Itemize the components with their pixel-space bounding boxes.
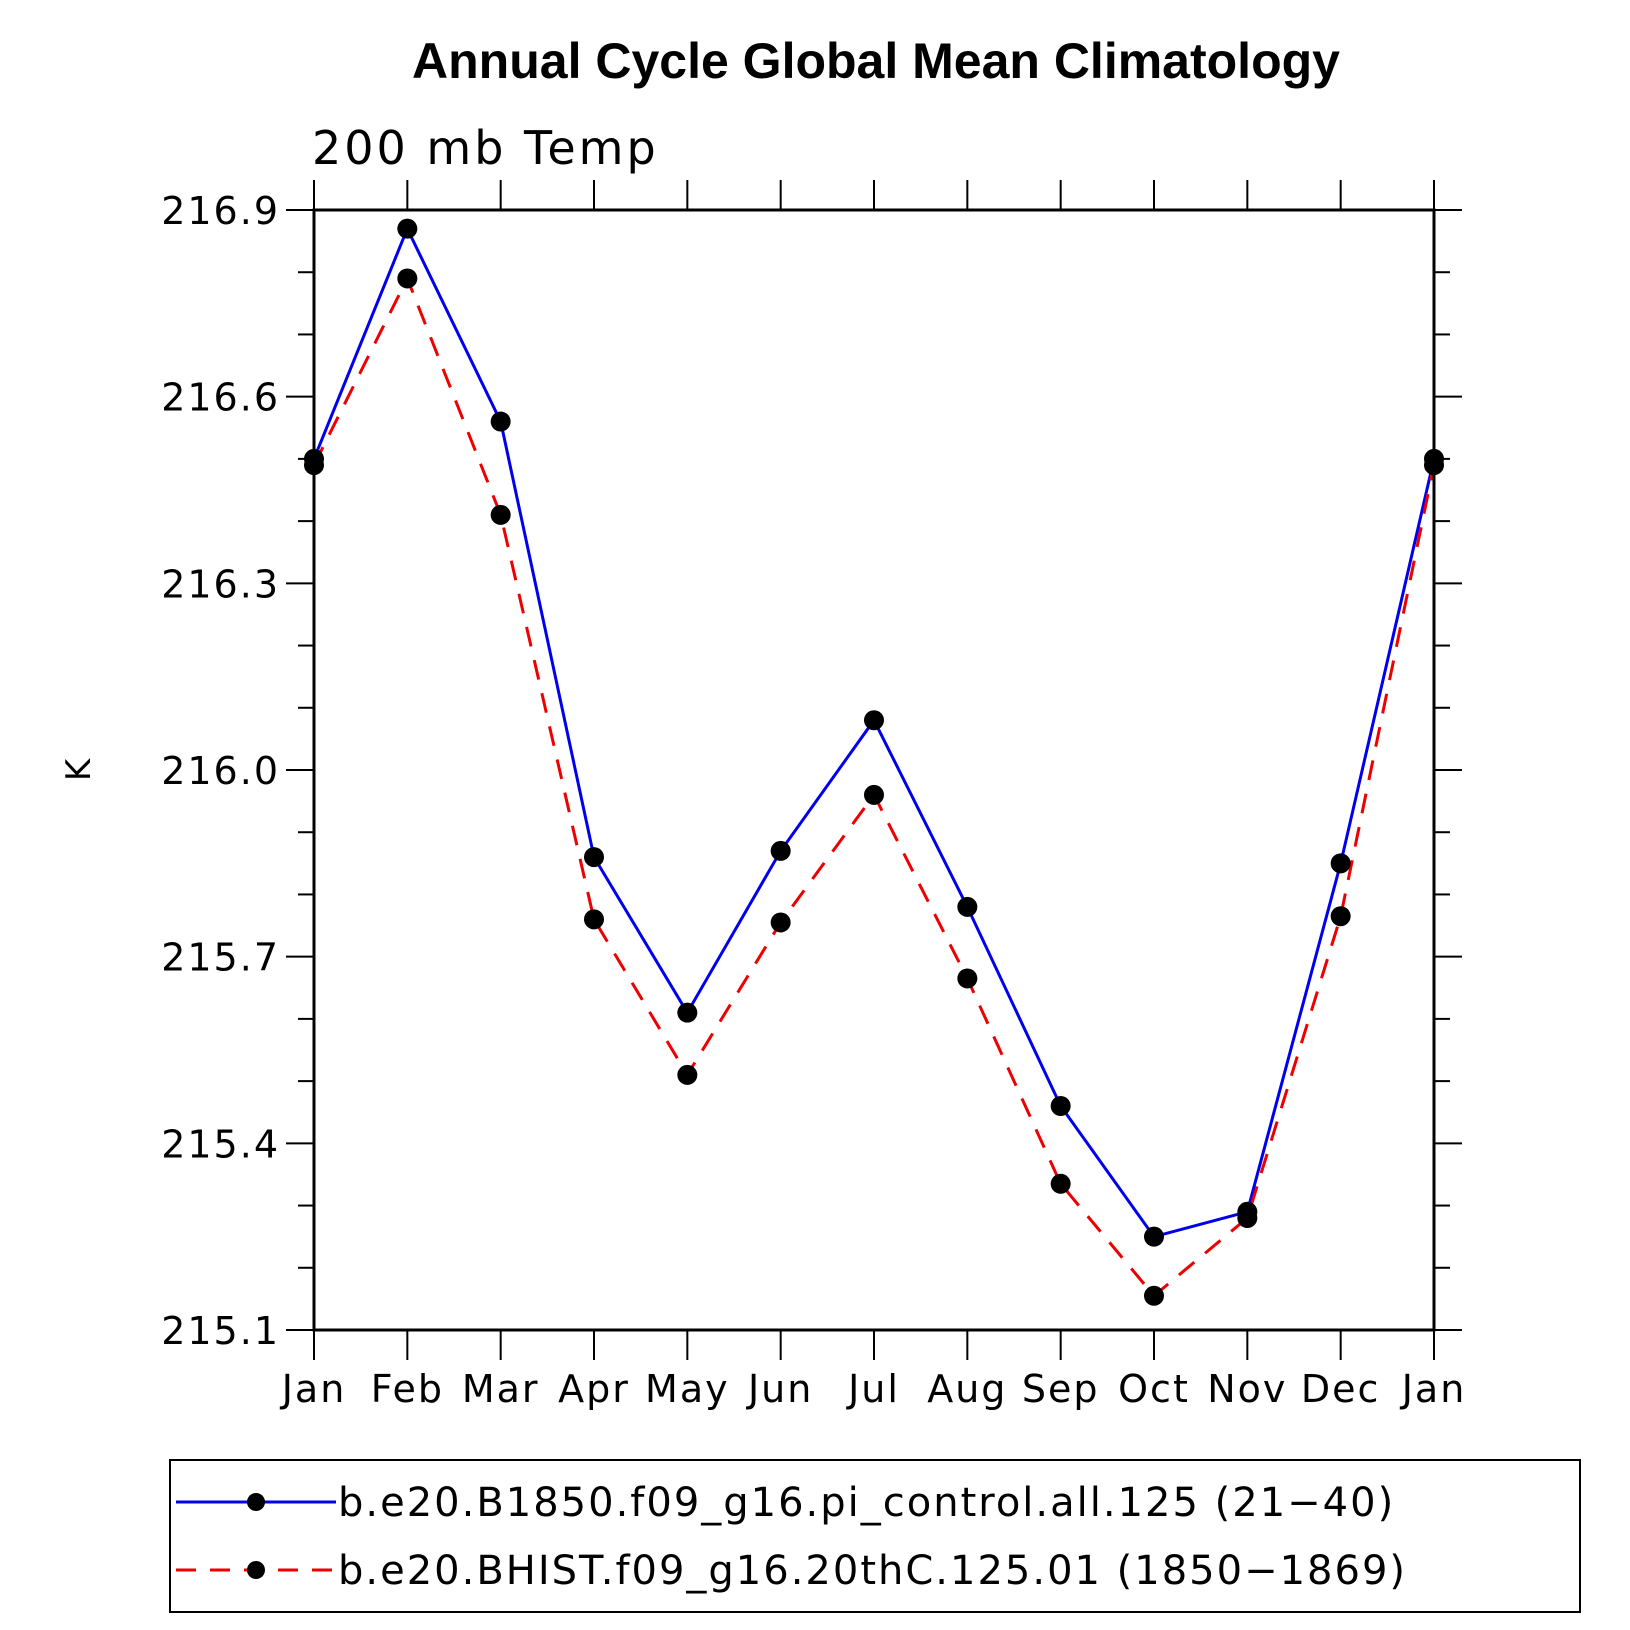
series-1-point [677,1002,698,1023]
series-1-point [864,710,884,731]
legend-marker-1 [247,1493,265,1511]
legend: b.e20.B1850.f09_g16.pi_control.all.125 (… [169,1459,1581,1613]
chart-subtitle: 200 mb Temp [312,121,659,175]
y-axis-label: K [59,757,99,781]
legend-box [169,1459,1581,1613]
x-tick-label: Jan [280,1367,347,1411]
x-tick-label: Jul [846,1367,900,1411]
series-line-1 [312,225,1436,1239]
axis-ticks [286,180,1462,1360]
series-2-point [677,1064,698,1085]
series-2-point [770,912,791,933]
series-1-point [1050,1096,1071,1116]
series-2-point [1237,1208,1258,1228]
x-tick-label: Apr [558,1367,630,1411]
x-tick-label: Mar [462,1367,540,1411]
series-1-point [1330,853,1351,874]
series-2-point [397,268,418,289]
legend-entry-2: b.e20.BHIST.f09_g16.20thC.125.01 (1850−1… [338,1548,1407,1594]
series-1-point [490,411,511,432]
y-tick-labels: 216.9 216.6 216.3 216.0 215.7 215.4 215.1 [161,189,280,1353]
y-tick-label: 215.4 [161,1122,280,1166]
series-1-point [1144,1226,1164,1247]
x-tick-label: Aug [927,1367,1007,1411]
y-tick-label: 216.6 [161,376,280,420]
x-tick-label: Oct [1118,1367,1190,1411]
series-1-point [584,847,604,868]
series-2-point [957,968,978,989]
y-tick-label: 216.3 [161,562,280,606]
series-1-point [397,218,418,239]
series-2-point [584,909,604,930]
plot-frame [312,208,1436,1332]
legend-marker-2 [247,1561,265,1579]
x-tick-label: Jun [746,1367,813,1411]
x-tick-label: May [645,1367,730,1411]
chart-title: Annual Cycle Global Mean Climatology [412,33,1340,89]
series-2-point [490,504,511,525]
series-2-point [1330,906,1351,927]
x-tick-label: Feb [371,1367,444,1411]
x-tick-label: Jan [1400,1367,1467,1411]
legend-entry-1: b.e20.B1850.f09_g16.pi_control.all.125 (… [338,1480,1395,1526]
series-2-point [864,784,884,805]
series-1-point [770,840,791,861]
y-tick-label: 215.1 [161,1309,280,1353]
x-tick-labels: Jan Feb Mar Apr May Jun Jul Aug Sep Oct Nov Dec Jan [280,1367,1467,1411]
x-tick-label: Sep [1022,1367,1100,1411]
series-2-point [1050,1173,1071,1194]
series-layer [304,218,1444,1306]
y-tick-label: 215.7 [161,936,280,980]
series-1-point [957,896,978,917]
y-tick-label: 216.0 [161,749,280,793]
y-tick-label: 216.9 [161,189,280,233]
x-tick-label: Dec [1301,1367,1381,1411]
series-2-point [1144,1285,1164,1306]
x-tick-label: Nov [1207,1367,1287,1411]
